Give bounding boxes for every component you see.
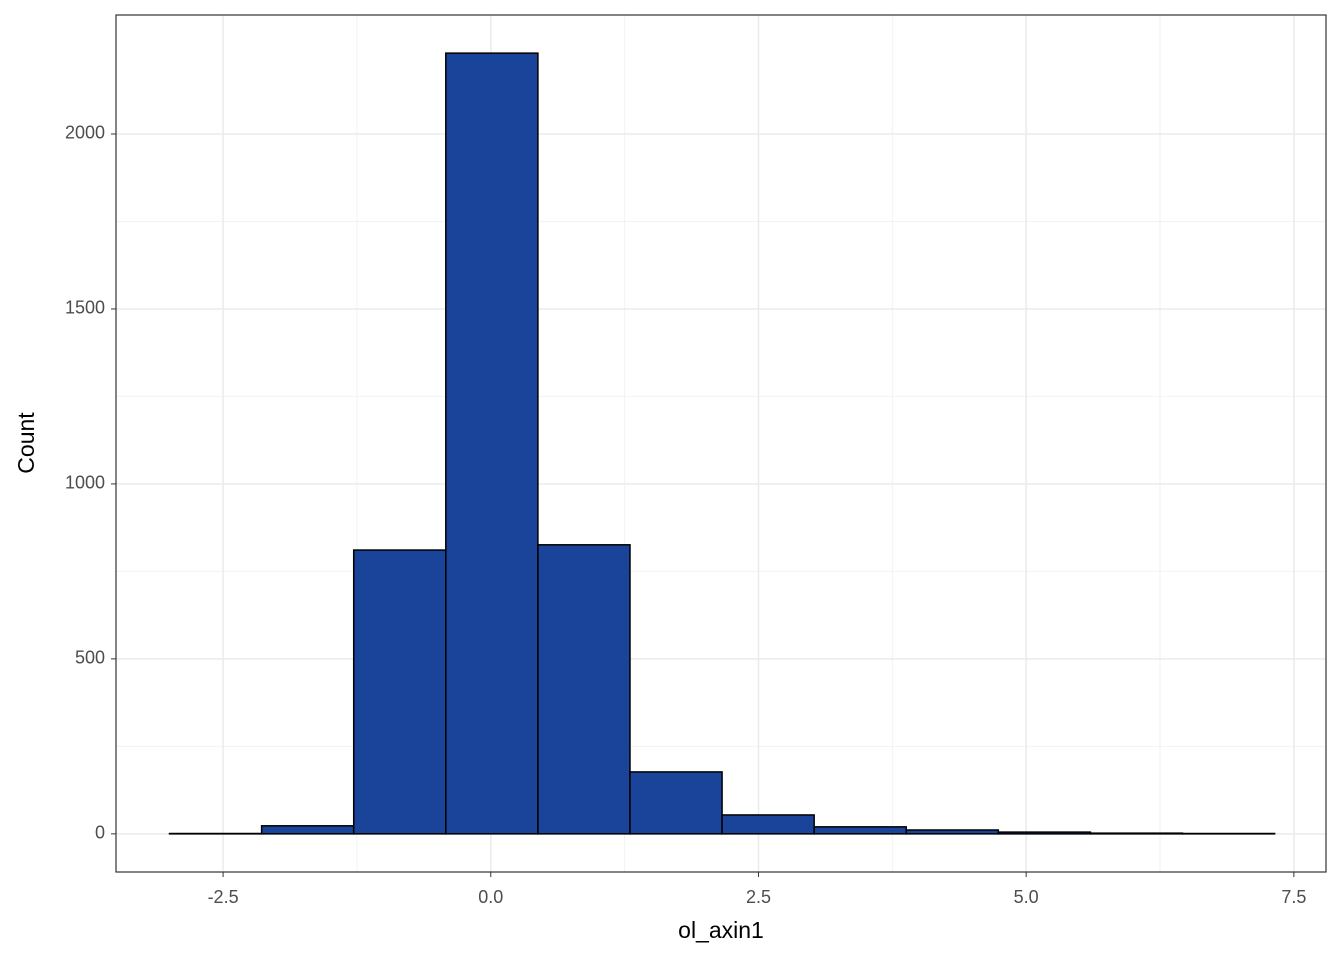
x-tick-label: 2.5 <box>746 887 771 907</box>
bar <box>446 53 538 834</box>
bar <box>354 550 446 834</box>
x-tick-label: 7.5 <box>1281 887 1306 907</box>
bar <box>814 827 906 834</box>
y-axis-title: Count <box>13 412 39 474</box>
bar <box>906 830 998 834</box>
x-tick-label: 0.0 <box>478 887 503 907</box>
bar <box>998 832 1090 834</box>
y-tick-label: 500 <box>75 648 105 668</box>
x-tick-label: 5.0 <box>1014 887 1039 907</box>
y-tick-label: 1000 <box>65 473 105 493</box>
x-axis-title: ol_axin1 <box>678 917 764 943</box>
bar <box>1090 833 1182 834</box>
y-tick-label: 1500 <box>65 298 105 318</box>
bar <box>630 772 722 834</box>
x-tick-label: -2.5 <box>208 887 239 907</box>
bar <box>722 815 814 834</box>
bar <box>262 826 354 834</box>
y-tick-label: 0 <box>95 823 105 843</box>
y-tick-label: 2000 <box>65 123 105 143</box>
bar <box>538 545 630 834</box>
